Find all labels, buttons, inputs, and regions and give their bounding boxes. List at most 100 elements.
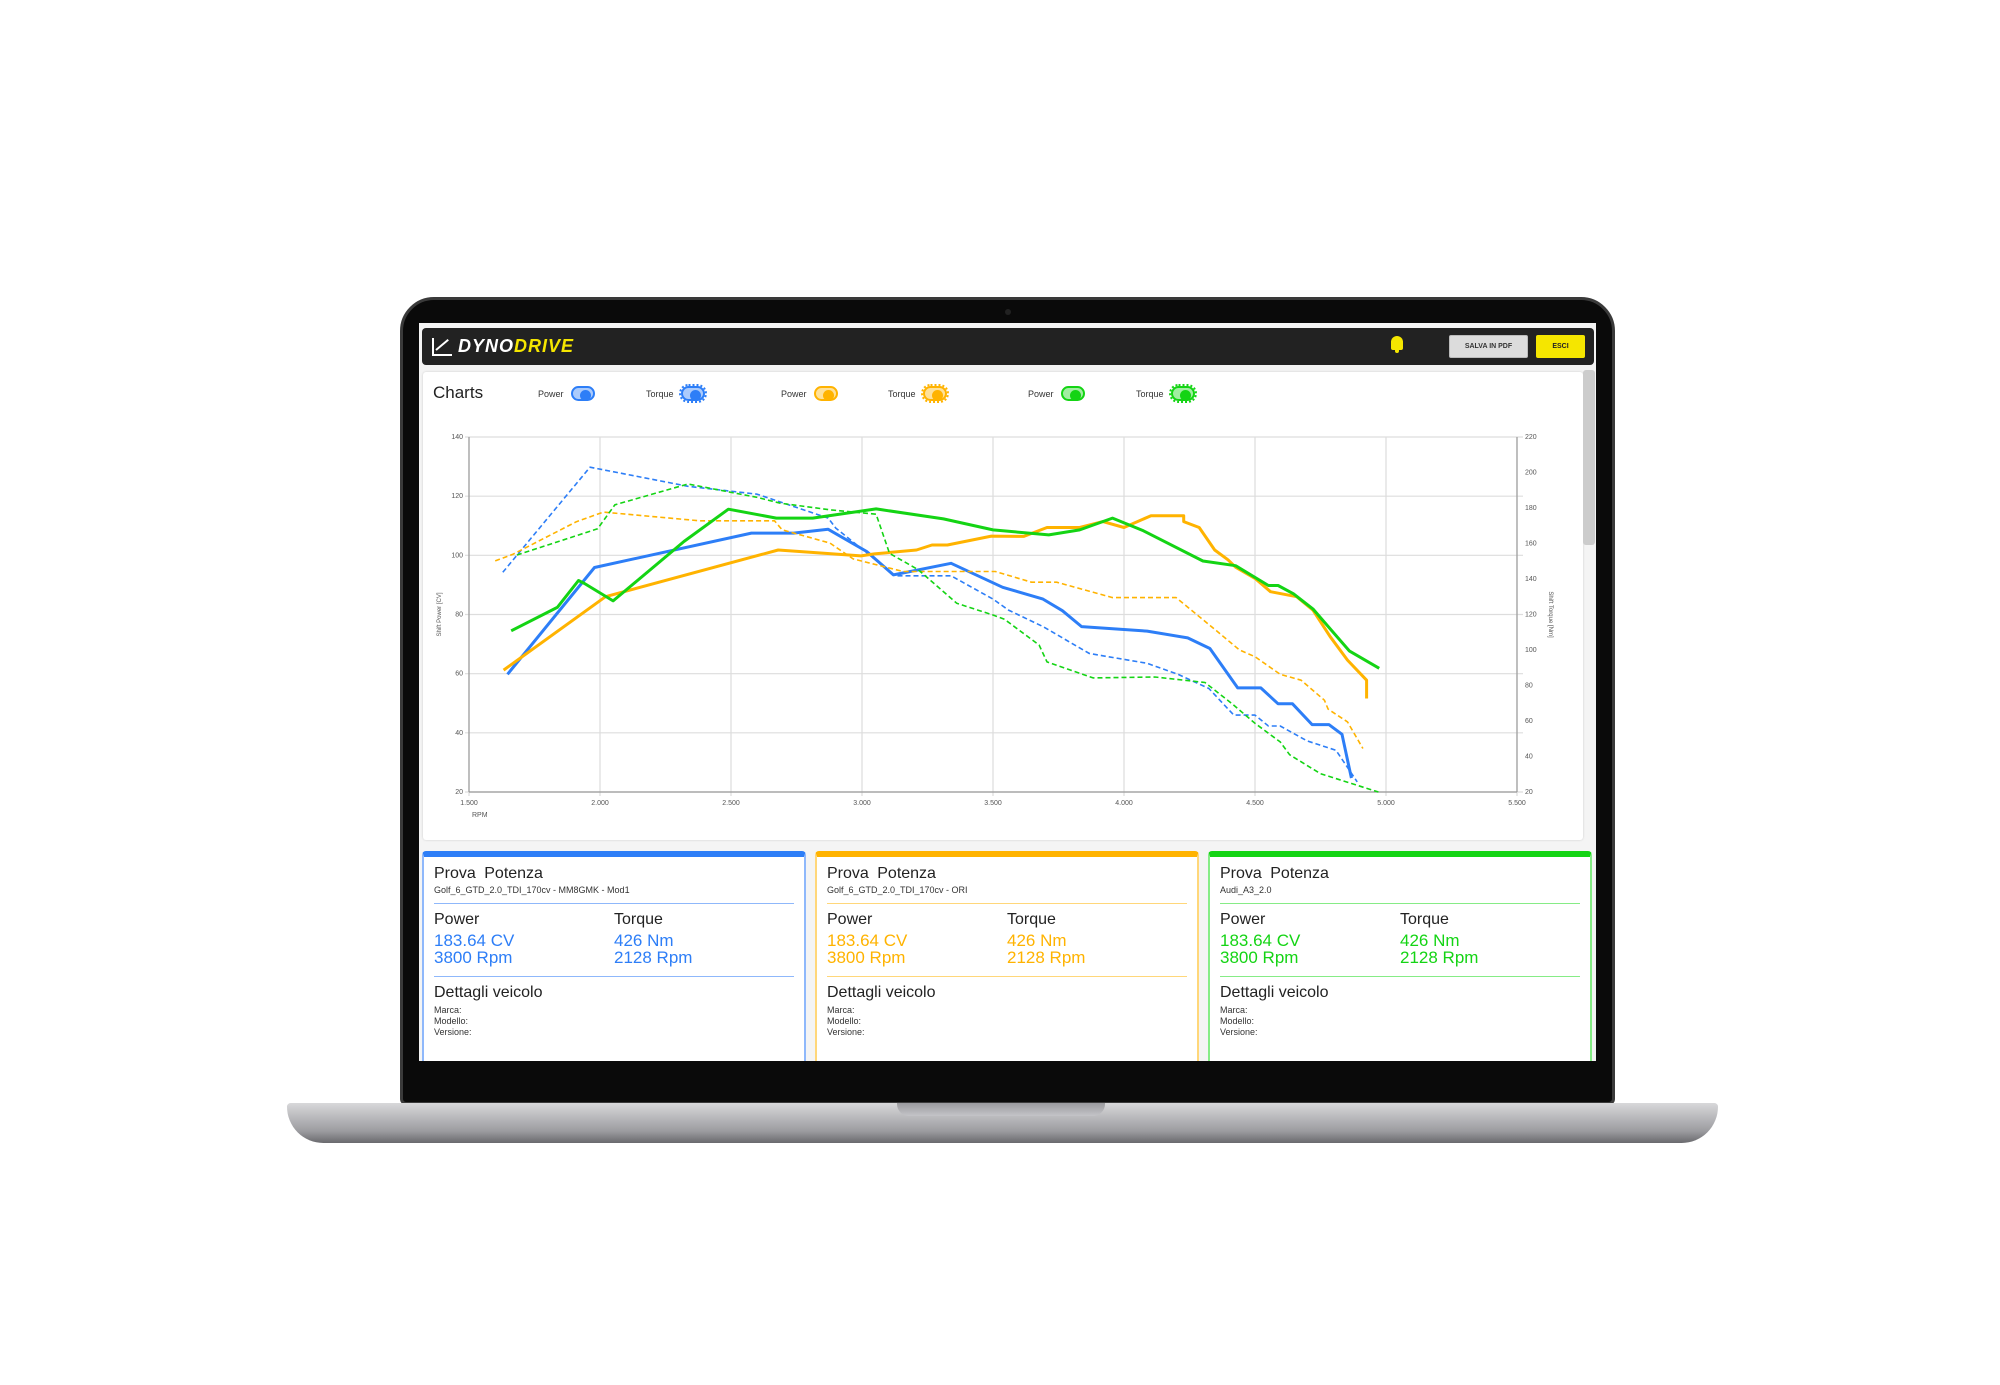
exit-button[interactable]: ESCI — [1536, 335, 1585, 358]
power-value: 183.64 CV — [827, 931, 908, 950]
y-tick-label: 40 — [455, 730, 463, 737]
divider — [1220, 903, 1580, 904]
toggle-knob — [1069, 390, 1081, 401]
toggle-label: Torque — [1136, 388, 1164, 399]
power-label: Power — [827, 911, 873, 928]
app-header: DYNO DRIVE SALVA IN PDF ESCI — [422, 328, 1594, 365]
power-rpm: 3800 Rpm — [434, 948, 513, 967]
charts-title: Charts — [433, 383, 484, 402]
torque-rpm: 2128 Rpm — [1007, 948, 1086, 967]
save-pdf-button[interactable]: SALVA IN PDF — [1449, 335, 1528, 358]
torque-value: 426 Nm — [614, 931, 674, 950]
card-title: Prova Potenza — [1220, 865, 1329, 882]
torque-value: 426 Nm — [1007, 931, 1067, 950]
y-tick-label: 80 — [455, 612, 463, 619]
details-title: Dettagli veicolo — [434, 984, 543, 1001]
x-tick-label: 4.000 — [1115, 800, 1133, 807]
toggle-label: Power — [781, 388, 807, 399]
model-label: Modello: — [827, 1016, 862, 1026]
details-title: Dettagli veicolo — [827, 984, 936, 1001]
chart-logo-icon — [432, 337, 452, 356]
power-label: Power — [434, 911, 480, 928]
y2-tick-label: 200 — [1525, 470, 1537, 477]
y2-tick-label: 180 — [1525, 505, 1537, 512]
toggle-label: Power — [538, 388, 564, 399]
toggle-switch[interactable] — [678, 384, 707, 403]
toggle-power-0[interactable]: Power — [538, 386, 595, 401]
card-subtitle: Audi_A3_2.0 — [1220, 885, 1272, 895]
toggle-switch[interactable] — [1168, 384, 1197, 403]
torque-label: Torque — [614, 911, 663, 928]
test-card: Prova Potenza Golf_6_GTD_2.0_TDI_170cv -… — [815, 851, 1199, 1061]
toggle-knob — [1179, 390, 1191, 401]
bell-icon[interactable] — [1391, 336, 1403, 353]
x-tick-label: 5.500 — [1508, 800, 1526, 807]
x-tick-label: 5.000 — [1377, 800, 1395, 807]
dyno-chart: 1.500 2.000 2.500 3.000 3.500 4.000 4.500 5.000… — [437, 434, 1553, 819]
test-card: Prova Potenza Audi_A3_2.0 Power 183.64 C… — [1208, 851, 1592, 1061]
divider — [827, 903, 1187, 904]
divider — [434, 976, 794, 977]
toggle-torque-2[interactable]: Torque — [1136, 384, 1197, 403]
toggle-knob — [822, 390, 834, 401]
power-rpm: 3800 Rpm — [827, 948, 906, 967]
card-subtitle: Golf_6_GTD_2.0_TDI_170cv - ORI — [827, 885, 968, 895]
toggle-switch[interactable] — [570, 386, 595, 401]
model-label: Modello: — [1220, 1016, 1255, 1026]
torque-label: Torque — [1400, 911, 1449, 928]
power-rpm: 3800 Rpm — [1220, 948, 1299, 967]
toggle-label: Torque — [646, 388, 674, 399]
y2-tick-label: 100 — [1525, 647, 1537, 654]
y2-tick-label: 60 — [1525, 718, 1533, 725]
y-tick-label: 20 — [455, 789, 463, 796]
version-label: Versione: — [827, 1027, 865, 1037]
logo-text-left: DYNO — [458, 336, 515, 356]
torque-label: Torque — [1007, 911, 1056, 928]
torque-rpm: 2128 Rpm — [614, 948, 693, 967]
divider — [827, 976, 1187, 977]
toggle-label: Power — [1028, 388, 1054, 399]
logo-text-right: DRIVE — [514, 336, 575, 356]
y-tick-label: 140 — [451, 434, 463, 441]
y2-tick-label: 160 — [1525, 541, 1537, 548]
y2-tick-label: 120 — [1525, 612, 1537, 619]
toggle-knob — [579, 390, 591, 401]
card-title: Prova Potenza — [827, 865, 936, 882]
y-tick-label: 60 — [455, 671, 463, 678]
power-value: 183.64 CV — [434, 931, 515, 950]
power-label: Power — [1220, 911, 1266, 928]
toggle-label: Torque — [888, 388, 916, 399]
brand-label: Marca: — [827, 1005, 855, 1015]
y2-axis-label: Shift Torque [Nm] — [1547, 591, 1553, 638]
toggle-switch[interactable] — [920, 384, 949, 403]
toggle-switch[interactable] — [813, 386, 838, 401]
x-tick-label: 3.000 — [853, 800, 871, 807]
x-tick-label: 1.500 — [460, 800, 478, 807]
toggle-power-2[interactable]: Power — [1028, 386, 1085, 401]
torque-series-line-1 — [502, 466, 1358, 783]
toggle-torque-0[interactable]: Torque — [646, 384, 707, 403]
power-series-line-2 — [502, 514, 1369, 699]
power-series-line-4 — [510, 507, 1380, 670]
scrollbar[interactable] — [1583, 370, 1595, 545]
y2-tick-label: 80 — [1525, 683, 1533, 690]
card-title: Prova Potenza — [434, 865, 543, 882]
y-tick-label: 120 — [451, 493, 463, 500]
screen: DYNO DRIVE SALVA IN PDF ESCI Charts Power… — [419, 323, 1596, 1061]
details-title: Dettagli veicolo — [1220, 984, 1329, 1001]
y2-tick-label: 220 — [1525, 434, 1537, 441]
chart-card: Charts Power Torque Power Torque Power Torque… — [423, 372, 1583, 840]
divider — [434, 903, 794, 904]
torque-value: 426 Nm — [1400, 931, 1460, 950]
toggle-knob — [689, 390, 701, 401]
power-value: 183.64 CV — [1220, 931, 1301, 950]
x-tick-label: 4.500 — [1246, 800, 1264, 807]
card-subtitle: Golf_6_GTD_2.0_TDI_170cv - MM8GMK - Mod1 — [434, 885, 630, 895]
divider — [1220, 976, 1580, 977]
logo: DYNO DRIVE — [432, 336, 574, 357]
model-label: Modello: — [434, 1016, 469, 1026]
version-label: Versione: — [1220, 1027, 1258, 1037]
toggle-power-1[interactable]: Power — [781, 386, 838, 401]
toggle-torque-1[interactable]: Torque — [888, 384, 949, 403]
toggle-switch[interactable] — [1060, 386, 1085, 401]
